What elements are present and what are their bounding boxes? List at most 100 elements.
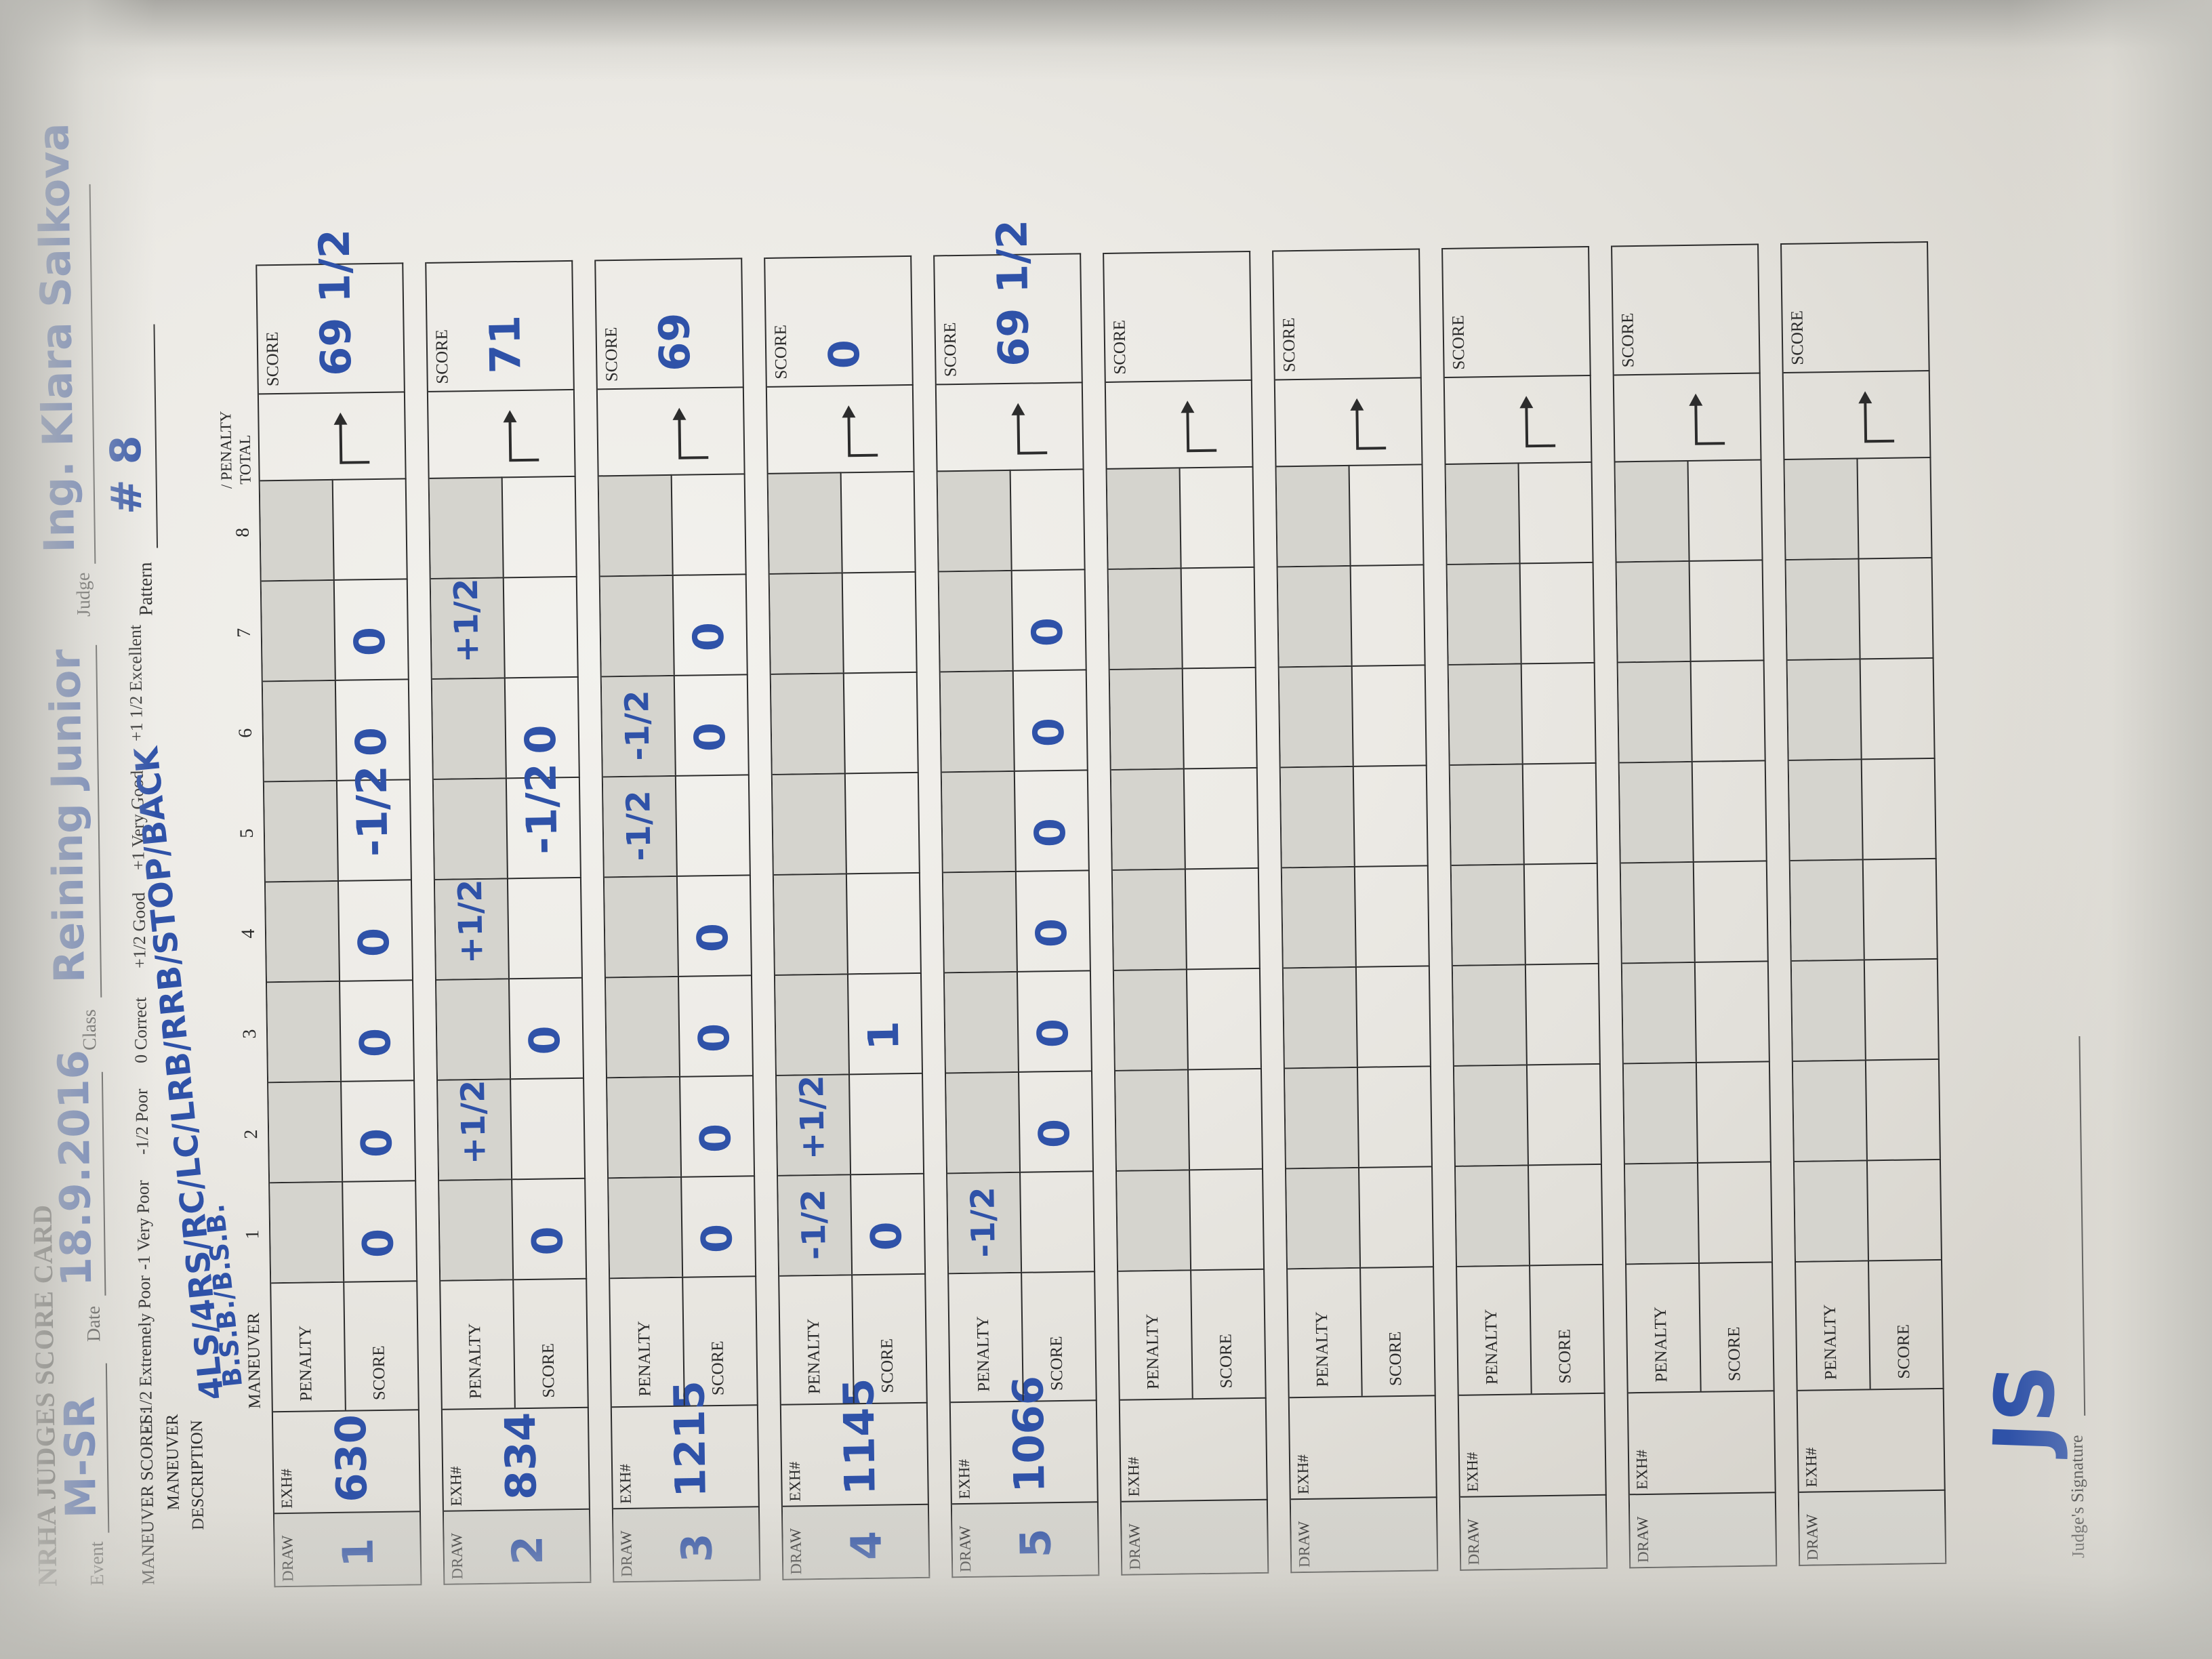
final-score-value-3[interactable]: 69 bbox=[649, 312, 700, 372]
cell-penalty-r3-m3[interactable] bbox=[605, 975, 681, 1078]
penalty-value-r2-m7[interactable]: +1/2 bbox=[447, 578, 487, 663]
cell-penalty-r6-m3[interactable] bbox=[1113, 968, 1189, 1070]
cell-penalty-r5-m3[interactable] bbox=[944, 970, 1019, 1073]
cell-score-r4-m5[interactable] bbox=[845, 771, 920, 874]
cell-score-r10-m3[interactable] bbox=[1864, 958, 1940, 1060]
cell-penalty-r5-m5[interactable] bbox=[941, 770, 1017, 872]
cell-penalty-total-4[interactable] bbox=[766, 384, 915, 473]
cell-score-r2-m2[interactable] bbox=[511, 1077, 586, 1179]
cell-final-score-2[interactable]: SCORE 71 bbox=[426, 260, 575, 391]
cell-penalty-r5-m4[interactable] bbox=[943, 870, 1018, 972]
score-value-r5-m7[interactable]: 0 bbox=[1022, 617, 1073, 647]
cell-score-r6-m5[interactable] bbox=[1184, 766, 1259, 869]
score-value-r2-m1[interactable]: 0 bbox=[523, 1225, 573, 1256]
cell-score-r2-m5[interactable]: -1/2 bbox=[506, 762, 581, 878]
score-value-r1-m1[interactable]: 0 bbox=[353, 1228, 403, 1258]
cell-penalty-r2-m2[interactable]: +1/2 bbox=[438, 1078, 513, 1180]
cell-penalty-total-6[interactable] bbox=[1105, 379, 1254, 468]
score-value-r3-m3[interactable]: 0 bbox=[689, 1023, 739, 1053]
cell-penalty-total-3[interactable] bbox=[597, 386, 745, 476]
cell-exh-6[interactable]: EXH# bbox=[1120, 1397, 1268, 1501]
exh-value-2[interactable]: 834 bbox=[495, 1412, 546, 1500]
cell-score-r4-m4[interactable] bbox=[846, 872, 922, 974]
cell-penalty-total-2[interactable] bbox=[428, 388, 576, 478]
cell-penalty-r2-m8[interactable] bbox=[429, 476, 504, 578]
score-value-r2-m3[interactable]: 0 bbox=[519, 1025, 570, 1056]
cell-exh-1[interactable]: EXH# 630 bbox=[272, 1409, 421, 1513]
cell-score-r5-m7[interactable]: 0 bbox=[1012, 569, 1087, 670]
score-value-r5-m3[interactable]: 0 bbox=[1027, 1018, 1078, 1048]
cell-final-score-4[interactable]: SCORE 0 bbox=[765, 255, 914, 386]
cell-penalty-r3-m1[interactable] bbox=[609, 1176, 684, 1278]
cell-penalty-total-10[interactable] bbox=[1783, 369, 1931, 459]
cell-penalty-r7-m6[interactable] bbox=[1279, 665, 1354, 767]
cell-score-r6-m7[interactable] bbox=[1181, 566, 1256, 668]
cell-penalty-r8-m6[interactable] bbox=[1448, 663, 1523, 764]
cell-score-r10-m5[interactable] bbox=[1862, 757, 1937, 859]
cell-penalty-r4-m3[interactable] bbox=[775, 973, 850, 1075]
cell-score-r1-m6[interactable]: 0 bbox=[335, 678, 411, 780]
cell-final-score-3[interactable]: SCORE 69 bbox=[596, 258, 744, 389]
cell-score-r8-m8[interactable] bbox=[1519, 461, 1594, 563]
cell-penalty-r9-m1[interactable] bbox=[1624, 1162, 1700, 1264]
cell-score-r5-m5[interactable]: 0 bbox=[1015, 769, 1090, 871]
cell-penalty-r3-m6[interactable]: -1/2 bbox=[601, 674, 676, 777]
cell-final-score-5[interactable]: SCORE 69 1/2 bbox=[935, 220, 1083, 384]
score-value-r5-m4[interactable]: 0 bbox=[1026, 918, 1077, 948]
cell-penalty-r1-m2[interactable] bbox=[268, 1080, 344, 1183]
cell-penalty-r7-m1[interactable] bbox=[1286, 1166, 1361, 1269]
cell-penalty-r6-m7[interactable] bbox=[1108, 567, 1183, 669]
cell-score-r8-m1[interactable] bbox=[1528, 1163, 1604, 1265]
cell-penalty-r6-m1[interactable] bbox=[1117, 1169, 1192, 1271]
penalty-value-r2-m2[interactable]: +1/2 bbox=[454, 1080, 493, 1165]
cell-penalty-r8-m3[interactable] bbox=[1452, 964, 1528, 1065]
cell-penalty-r8-m4[interactable] bbox=[1451, 863, 1526, 965]
cell-penalty-r4-m7[interactable] bbox=[769, 572, 844, 674]
cell-score-r5-m3[interactable]: 0 bbox=[1017, 970, 1092, 1071]
cell-score-r4-m7[interactable] bbox=[842, 571, 918, 673]
score-value-r4-m1[interactable]: 0 bbox=[861, 1221, 912, 1252]
cell-penalty-r9-m8[interactable] bbox=[1615, 459, 1690, 562]
cell-score-r8-m2[interactable] bbox=[1527, 1063, 1602, 1165]
penalty-value-r4-m2[interactable]: +1/2 bbox=[793, 1075, 832, 1160]
cell-exh-3[interactable]: EXH# 1215 bbox=[611, 1380, 760, 1509]
cell-score-r1-m7[interactable]: 0 bbox=[334, 578, 409, 680]
score-value-r5-m2[interactable]: 0 bbox=[1029, 1118, 1080, 1149]
score-value-r5-m6[interactable]: 0 bbox=[1023, 717, 1074, 747]
penalty-value-r5-m1[interactable]: -1/2 bbox=[964, 1186, 1003, 1258]
cell-penalty-r8-m5[interactable] bbox=[1450, 763, 1525, 865]
score-value-r4-m3[interactable]: 1 bbox=[858, 1020, 909, 1051]
cell-penalty-r7-m2[interactable] bbox=[1284, 1066, 1359, 1168]
cell-penalty-r9-m3[interactable] bbox=[1622, 961, 1697, 1063]
cell-penalty-r4-m6[interactable] bbox=[771, 672, 846, 774]
cell-score-r1-m4[interactable]: 0 bbox=[338, 879, 413, 981]
cell-penalty-r10-m1[interactable] bbox=[1794, 1160, 1869, 1261]
cell-score-r7-m4[interactable] bbox=[1355, 865, 1430, 966]
cell-final-score-7[interactable]: SCORE bbox=[1273, 248, 1422, 380]
score-value-r1-m6[interactable]: 0 bbox=[346, 726, 396, 757]
cell-score-r6-m4[interactable] bbox=[1185, 867, 1261, 969]
score-value-r3-m1[interactable]: 0 bbox=[692, 1223, 742, 1254]
score-value-r3-m7[interactable]: 0 bbox=[683, 621, 734, 652]
score-value-r3-m4[interactable]: 0 bbox=[687, 922, 738, 953]
cell-penalty-r7-m7[interactable] bbox=[1277, 565, 1353, 667]
cell-penalty-total-8[interactable] bbox=[1444, 374, 1593, 464]
cell-score-r7-m7[interactable] bbox=[1351, 564, 1426, 665]
cell-penalty-r3-m8[interactable] bbox=[598, 474, 674, 576]
cell-penalty-r10-m2[interactable] bbox=[1793, 1059, 1868, 1161]
cell-penalty-r9-m4[interactable] bbox=[1620, 861, 1696, 963]
cell-score-r8-m5[interactable] bbox=[1523, 762, 1598, 864]
cell-penalty-r10-m4[interactable] bbox=[1790, 859, 1865, 960]
cell-score-r9-m6[interactable] bbox=[1691, 659, 1766, 761]
penalty-value-r2-m4[interactable]: +1/2 bbox=[451, 879, 491, 964]
cell-score-r7-m1[interactable] bbox=[1359, 1166, 1435, 1267]
cell-score-r3-m1[interactable]: 0 bbox=[682, 1175, 757, 1277]
cell-score-r2-m6[interactable]: 0 bbox=[505, 676, 580, 778]
cell-penalty-r1-m8[interactable] bbox=[260, 478, 335, 581]
cell-penalty-r5-m1[interactable]: -1/2 bbox=[947, 1171, 1023, 1273]
cell-score-r6-m3[interactable] bbox=[1187, 967, 1262, 1069]
cell-score-r2-m4[interactable] bbox=[508, 876, 583, 979]
cell-penalty-r8-m7[interactable] bbox=[1447, 562, 1522, 664]
cell-exh-2[interactable]: EXH# 834 bbox=[442, 1406, 590, 1511]
cell-score-r9-m4[interactable] bbox=[1694, 860, 1769, 962]
